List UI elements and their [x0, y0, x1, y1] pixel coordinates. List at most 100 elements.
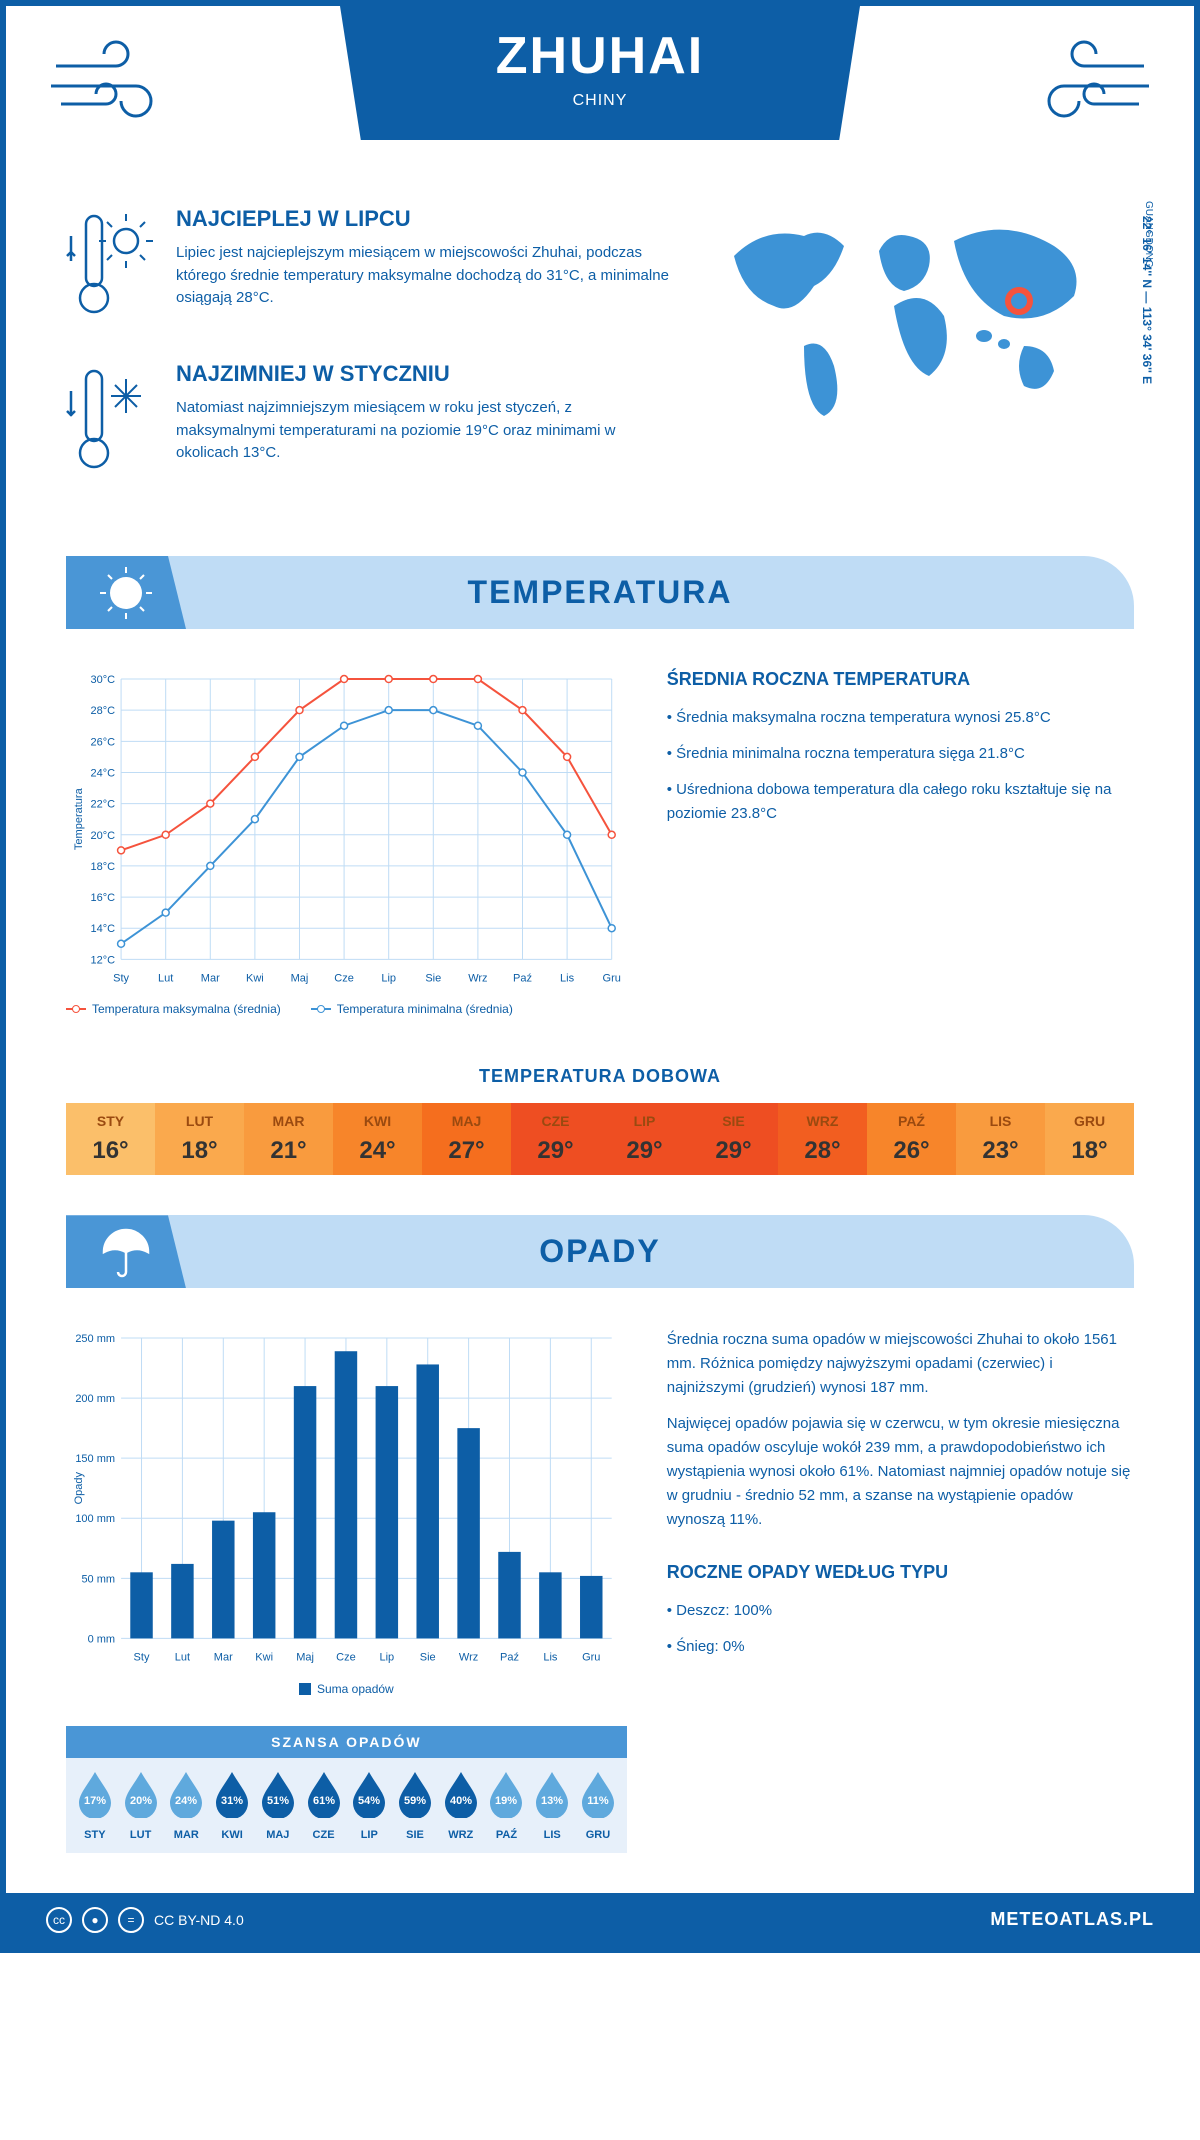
svg-text:Gru: Gru	[603, 972, 621, 984]
temp-table-col: STY16°	[66, 1103, 155, 1175]
intro-section: NAJCIEPLEJ W LIPCU Lipiec jest najcieple…	[6, 186, 1194, 556]
temperature-legend: Temperatura maksymalna (średnia) Tempera…	[66, 1002, 627, 1016]
svg-text:Gru: Gru	[582, 1652, 600, 1664]
world-map: GUANGDONG 22° 16' 14'' N — 113° 34' 36''…	[714, 206, 1134, 516]
rain-types-list: Deszcz: 100% Śnieg: 0%	[667, 1599, 1134, 1659]
svg-text:Wrz: Wrz	[459, 1652, 478, 1664]
coordinates-label: 22° 16' 14'' N — 113° 34' 36'' E	[1140, 216, 1154, 384]
svg-text:30°C: 30°C	[90, 674, 115, 686]
rain-summary: Średnia roczna suma opadów w miejscowośc…	[667, 1328, 1134, 1852]
legend-min-label: Temperatura minimalna (średnia)	[337, 1002, 513, 1016]
wind-icon-right	[1014, 36, 1154, 131]
svg-text:100 mm: 100 mm	[75, 1514, 115, 1526]
rain-type-item: Deszcz: 100%	[667, 1599, 1134, 1623]
cold-text: NAJZIMNIEJ W STYCZNIU Natomiast najzimni…	[176, 361, 674, 486]
footer-brand: METEOATLAS.PL	[990, 1909, 1154, 1930]
svg-text:Sty: Sty	[113, 972, 129, 984]
svg-text:20%: 20%	[130, 1795, 152, 1807]
svg-text:54%: 54%	[358, 1795, 380, 1807]
rain-chance-drops: 17% STY 20% LUT 24% MAR 31% KWI 51% MAJ	[66, 1758, 627, 1853]
svg-text:Lut: Lut	[175, 1652, 190, 1664]
footer-license: cc ● = CC BY-ND 4.0	[46, 1907, 244, 1933]
rain-chance-panel: SZANSA OPADÓW 17% STY 20% LUT 24% MAR 31…	[66, 1726, 627, 1853]
temperature-line-chart: 12°C14°C16°C18°C20°C22°C24°C26°C28°C30°C…	[66, 669, 627, 1016]
daily-temp-title: TEMPERATURA DOBOWA	[6, 1066, 1194, 1087]
temperature-title: TEMPERATURA	[468, 574, 733, 610]
svg-text:59%: 59%	[404, 1795, 426, 1807]
rain-drop-col: 54% LIP	[346, 1770, 392, 1841]
svg-text:11%: 11%	[587, 1795, 609, 1807]
cc-icon: cc	[46, 1907, 72, 1933]
hot-description: Lipiec jest najcieplejszym miesiącem w m…	[176, 242, 674, 310]
svg-text:Cze: Cze	[336, 1652, 356, 1664]
svg-text:13%: 13%	[541, 1795, 563, 1807]
svg-text:50 mm: 50 mm	[81, 1574, 115, 1586]
daily-temp-table: STY16°LUT18°MAR21°KWI24°MAJ27°CZE29°LIP2…	[66, 1103, 1134, 1175]
temp-table-col: SIE29°	[689, 1103, 778, 1175]
svg-text:18°C: 18°C	[90, 861, 115, 873]
rain-drop-col: 24% MAR	[163, 1770, 209, 1841]
hot-title: NAJCIEPLEJ W LIPCU	[176, 206, 674, 232]
svg-text:Lut: Lut	[158, 972, 173, 984]
intro-text-column: NAJCIEPLEJ W LIPCU Lipiec jest najcieple…	[66, 206, 674, 516]
hot-text: NAJCIEPLEJ W LIPCU Lipiec jest najcieple…	[176, 206, 674, 331]
license-text: CC BY-ND 4.0	[154, 1912, 244, 1928]
svg-text:Maj: Maj	[296, 1652, 314, 1664]
svg-text:250 mm: 250 mm	[75, 1333, 115, 1345]
svg-text:Lip: Lip	[381, 972, 396, 984]
rain-drop-col: 17% STY	[72, 1770, 118, 1841]
rain-type-item: Śnieg: 0%	[667, 1635, 1134, 1659]
rain-drop-col: 13% LIS	[529, 1770, 575, 1841]
svg-text:Mar: Mar	[214, 1652, 233, 1664]
rain-drop-col: 40% WRZ	[438, 1770, 484, 1841]
temp-summary-item: Uśredniona dobowa temperatura dla całego…	[667, 778, 1134, 826]
temp-summary-item: Średnia maksymalna roczna temperatura wy…	[667, 706, 1134, 730]
header: ZHUHAI CHINY	[6, 6, 1194, 186]
svg-text:19%: 19%	[495, 1795, 517, 1807]
temp-table-col: WRZ28°	[778, 1103, 867, 1175]
svg-text:Sie: Sie	[425, 972, 441, 984]
rain-drop-col: 51% MAJ	[255, 1770, 301, 1841]
temp-table-col: CZE29°	[511, 1103, 600, 1175]
rain-legend: Suma opadów	[66, 1682, 627, 1696]
by-icon: ●	[82, 1907, 108, 1933]
svg-text:200 mm: 200 mm	[75, 1394, 115, 1406]
thermometer-hot-icon	[66, 206, 156, 331]
svg-text:24°C: 24°C	[90, 767, 115, 779]
svg-text:17%: 17%	[84, 1795, 106, 1807]
svg-text:Lis: Lis	[560, 972, 575, 984]
svg-text:150 mm: 150 mm	[75, 1454, 115, 1466]
wind-icon-left	[46, 36, 186, 131]
title-banner: ZHUHAI CHINY	[340, 6, 860, 140]
svg-text:40%: 40%	[450, 1795, 472, 1807]
rain-chance-title: SZANSA OPADÓW	[66, 1726, 627, 1758]
svg-text:Opady: Opady	[73, 1472, 85, 1505]
svg-text:Sie: Sie	[420, 1652, 436, 1664]
temperature-section-header: TEMPERATURA	[66, 556, 1134, 629]
rain-drop-col: 31% KWI	[209, 1770, 255, 1841]
svg-text:51%: 51%	[267, 1795, 289, 1807]
svg-text:28°C: 28°C	[90, 705, 115, 717]
rain-drop-col: 61% CZE	[301, 1770, 347, 1841]
svg-text:61%: 61%	[313, 1795, 335, 1807]
footer: cc ● = CC BY-ND 4.0 METEOATLAS.PL	[6, 1893, 1194, 1947]
rain-p1: Średnia roczna suma opadów w miejscowośc…	[667, 1328, 1134, 1400]
svg-text:Temperatura: Temperatura	[73, 787, 85, 850]
rain-p2: Najwięcej opadów pojawia się w czerwcu, …	[667, 1412, 1134, 1532]
svg-text:Sty: Sty	[134, 1652, 150, 1664]
svg-text:Wrz: Wrz	[468, 972, 487, 984]
svg-text:22°C: 22°C	[90, 799, 115, 811]
nd-icon: =	[118, 1907, 144, 1933]
svg-text:26°C: 26°C	[90, 736, 115, 748]
temp-table-col: LIP29°	[600, 1103, 689, 1175]
temp-table-col: LIS23°	[956, 1103, 1045, 1175]
svg-text:14°C: 14°C	[90, 923, 115, 935]
infographic-container: ZHUHAI CHINY NAJCIEPLEJ W LIPCU Lipiec j…	[0, 0, 1200, 1953]
temperature-summary: ŚREDNIA ROCZNA TEMPERATURA Średnia maksy…	[667, 669, 1134, 1016]
svg-text:Kwi: Kwi	[255, 1652, 273, 1664]
umbrella-icon	[66, 1215, 186, 1288]
cold-description: Natomiast najzimniejszym miesiącem w rok…	[176, 397, 674, 465]
svg-text:Lip: Lip	[379, 1652, 394, 1664]
svg-text:Maj: Maj	[291, 972, 309, 984]
rain-drop-col: 19% PAŹ	[484, 1770, 530, 1841]
